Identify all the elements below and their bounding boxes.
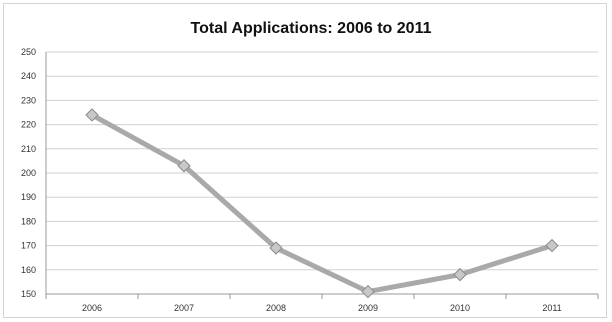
- series-line: [89, 112, 555, 295]
- y-tick-label: 180: [21, 216, 36, 226]
- data-point-marker: [453, 267, 467, 282]
- y-tick-label: 220: [21, 120, 36, 130]
- data-point-marker: [361, 284, 375, 299]
- y-tick-label: 150: [21, 289, 36, 299]
- data-point-marker: [545, 238, 559, 253]
- x-tick-label: 2010: [450, 303, 470, 313]
- data-point-marker: [85, 108, 99, 122]
- y-tick-label: 190: [21, 192, 36, 202]
- x-tick-label: 2011: [542, 303, 561, 313]
- series-layer: [85, 108, 559, 299]
- y-tick-label: 210: [21, 144, 36, 154]
- y-tick-label: 160: [21, 265, 36, 275]
- y-tick-label: 170: [21, 241, 36, 251]
- x-tick-label: 2009: [358, 303, 378, 313]
- y-tick-label: 230: [21, 95, 36, 105]
- data-point-marker: [269, 241, 283, 255]
- grid-lines: [46, 51, 598, 271]
- y-tick-label: 250: [21, 47, 36, 57]
- y-tick-labels: 150 160 170 180 190 200 210 220 230 240 250: [21, 47, 36, 299]
- data-point-marker: [177, 159, 191, 173]
- y-tick-label: 200: [21, 168, 36, 178]
- chart-frame: [3, 3, 607, 318]
- chart-title: Total Applications: 2006 to 2011: [191, 20, 432, 37]
- y-tick-label: 240: [21, 71, 36, 81]
- axes: [45, 52, 599, 299]
- x-tick-label: 2006: [82, 303, 102, 313]
- x-tick-label: 2007: [174, 303, 194, 313]
- x-tick-label: 2008: [266, 303, 286, 313]
- x-tick-labels: 2006 2007 2008 2009 2010 2011: [82, 303, 562, 313]
